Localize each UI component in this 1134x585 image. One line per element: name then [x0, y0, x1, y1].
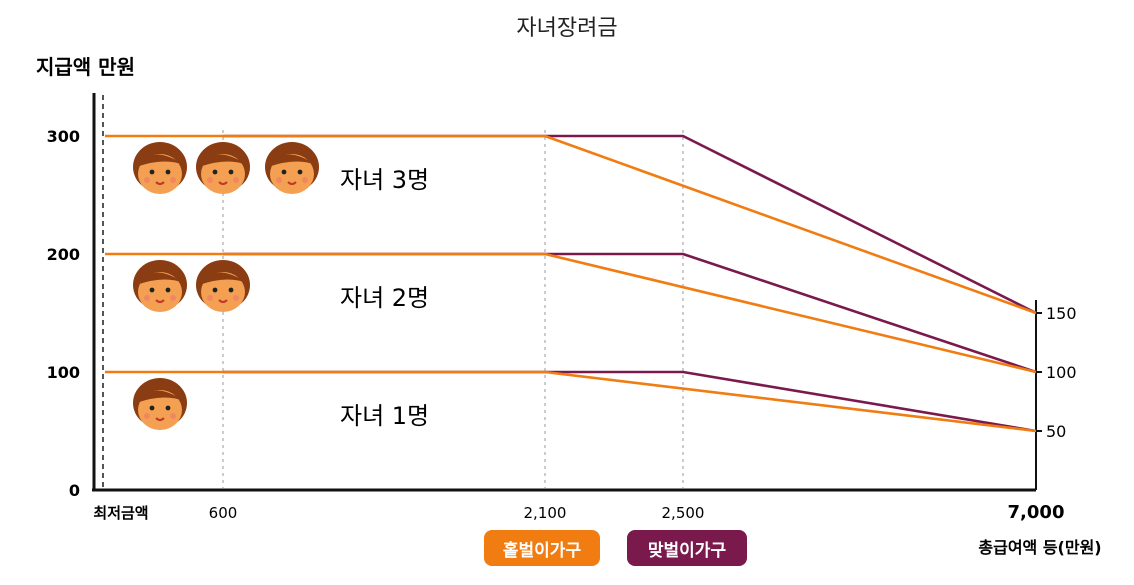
legend-dual-income: 맞벌이가구 — [627, 530, 747, 566]
y-tick-1: 100 — [47, 363, 80, 382]
child-face-icon — [133, 378, 187, 430]
group-label-1: 자녀 2명 — [340, 284, 429, 312]
child-face-icon — [133, 142, 187, 194]
series-1-line-1 — [223, 252, 1037, 374]
group-label-0: 자녀 3명 — [340, 166, 429, 194]
child-icons — [133, 142, 319, 430]
series-0-line-2 — [105, 370, 1037, 433]
series-0-line-1 — [105, 252, 1037, 374]
right-tick-0: 150 — [1046, 304, 1077, 323]
child-face-icon — [133, 260, 187, 312]
child-face-icon — [196, 142, 250, 194]
child-face-icon — [265, 142, 319, 194]
legend-single-income: 홑벌이가구 — [484, 530, 600, 566]
right-tick-2: 50 — [1046, 422, 1066, 441]
x-tick-labels: 최저금액 600 2,100 2,500 7,000 — [93, 502, 1064, 523]
right-tick-1: 100 — [1046, 363, 1077, 382]
right-tick-labels: 150 100 50 — [1036, 304, 1077, 441]
chart-title: 자녀장려금 — [516, 16, 618, 41]
y-tick-0: 0 — [69, 481, 80, 500]
child-face-icon — [196, 260, 250, 312]
y-tick-3: 300 — [47, 127, 80, 146]
x-tick-2: 2,100 — [524, 504, 567, 522]
y-axis-title: 지급액 만원 — [36, 55, 135, 79]
y-tick-2: 200 — [47, 245, 80, 264]
series-layer — [105, 134, 1037, 433]
x-axis-title: 총급여액 등(만원) — [978, 538, 1101, 557]
x-tick-1: 600 — [209, 504, 238, 522]
x-tick-0: 최저금액 — [93, 504, 148, 522]
y-tick-labels: 0 100 200 300 — [47, 127, 80, 500]
x-tick-4: 7,000 — [1008, 502, 1065, 523]
series-0-line-0 — [105, 134, 1037, 315]
group-label-2: 자녀 1명 — [340, 402, 429, 430]
x-tick-3: 2,500 — [662, 504, 705, 522]
